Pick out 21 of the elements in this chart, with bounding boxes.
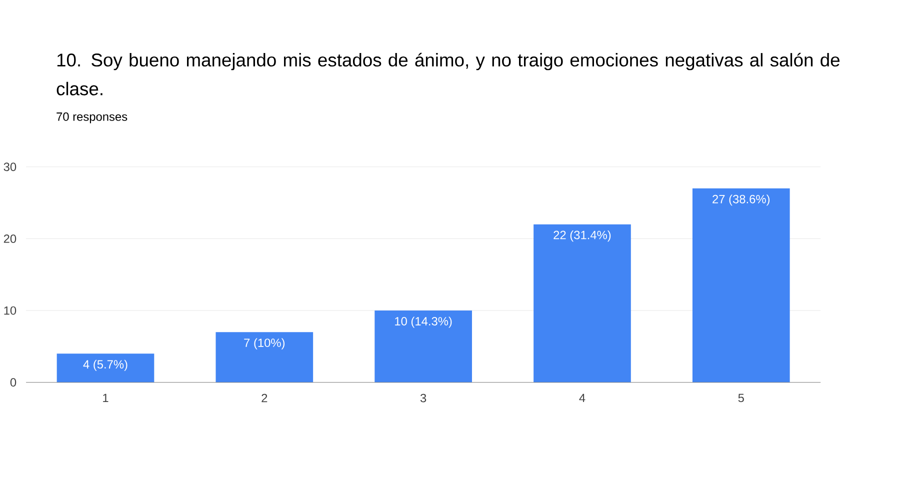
y-tick-label: 20 — [4, 234, 16, 244]
x-tick-label: 1 — [103, 394, 108, 402]
y-tick-label: 10 — [4, 306, 16, 315]
bar — [534, 224, 631, 383]
chart-title: 10. Soy bueno manejando mis estados de ánimo, y no traigo emociones negativas al salón de clase. — [56, 52, 840, 96]
bar — [216, 332, 314, 383]
x-tick-label: 3 — [420, 394, 426, 402]
data-label: 7 (10%) — [244, 338, 285, 350]
x-tick-label: 2 — [262, 394, 268, 402]
y-tick-label: 0 — [10, 378, 16, 387]
chart-subtitle: 70 responses — [56, 112, 128, 124]
data-label: 22 (31.4%) — [554, 230, 611, 242]
data-label: 4 (5.7%) — [83, 360, 128, 372]
bar — [374, 310, 472, 383]
data-label: 27 (38.6%) — [712, 194, 770, 206]
data-label: 10 (14.3%) — [395, 316, 452, 328]
y-tick-label: 30 — [4, 162, 16, 172]
x-tick-label: 4 — [579, 394, 586, 402]
x-tick-label: 5 — [738, 394, 744, 402]
bar — [692, 188, 790, 383]
bar — [56, 354, 154, 383]
